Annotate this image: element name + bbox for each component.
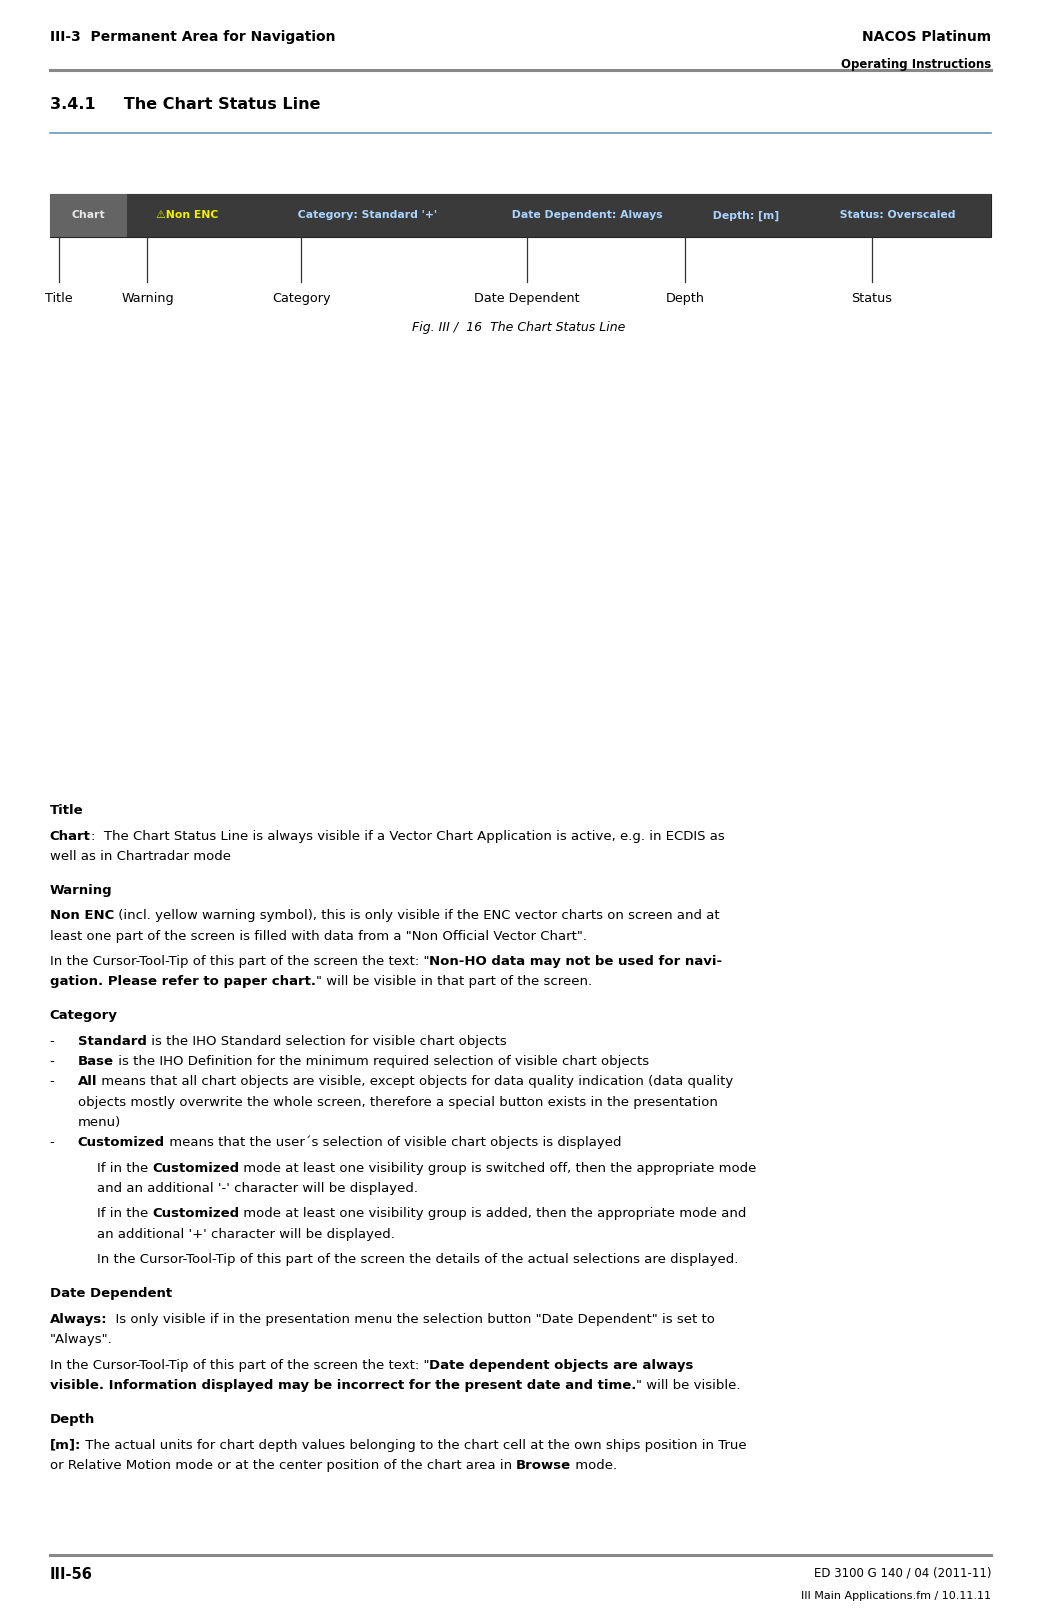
Text: is the IHO Standard selection for visible chart objects: is the IHO Standard selection for visibl… (146, 1035, 507, 1048)
Text: or Relative Motion mode or at the center position of the chart area in: or Relative Motion mode or at the center… (50, 1458, 516, 1471)
Text: well as in Chartradar mode: well as in Chartradar mode (50, 850, 230, 863)
Text: III Main Applications.fm / 10.11.11: III Main Applications.fm / 10.11.11 (801, 1591, 991, 1601)
Text: Date dependent objects are always: Date dependent objects are always (430, 1359, 693, 1372)
Text: [m]:: [m]: (50, 1439, 81, 1452)
Text: mode.: mode. (571, 1458, 618, 1471)
Text: Date Dependent: Date Dependent (50, 1288, 172, 1301)
Text: Is only visible if in the presentation menu the selection button "Date Dependent: Is only visible if in the presentation m… (108, 1312, 715, 1325)
Bar (247, 194, 483, 237)
Text: Operating Instructions: Operating Instructions (841, 57, 991, 71)
Text: Title: Title (50, 804, 83, 816)
Text: Category: Standard '+': Category: Standard '+' (294, 211, 437, 220)
Text: Base: Base (78, 1055, 114, 1068)
Text: is the IHO Definition for the minimum required selection of visible chart object: is the IHO Definition for the minimum re… (114, 1055, 649, 1068)
Text: Browse: Browse (516, 1458, 571, 1471)
Text: least one part of the screen is filled with data from a "Non Official Vector Cha: least one part of the screen is filled w… (50, 930, 586, 943)
Text: Category: Category (272, 292, 330, 305)
Text: In the Cursor-Tool-Tip of this part of the screen the text: ": In the Cursor-Tool-Tip of this part of t… (50, 956, 430, 969)
Text: (incl. yellow warning symbol), this is only visible if the ENC vector charts on : (incl. yellow warning symbol), this is o… (114, 909, 719, 922)
Text: and an additional '-' character will be displayed.: and an additional '-' character will be … (97, 1181, 417, 1194)
Text: Category: Category (50, 1009, 117, 1022)
Text: menu): menu) (78, 1116, 121, 1129)
Bar (127, 194, 247, 237)
Text: visible. Information displayed may be incorrect for the present date and time.: visible. Information displayed may be in… (50, 1379, 636, 1392)
Text: Non-HO data may not be used for navi-: Non-HO data may not be used for navi- (430, 956, 722, 969)
Text: Status: Status (851, 292, 893, 305)
Text: "Always".: "Always". (50, 1333, 112, 1346)
Text: Date Dependent: Date Dependent (474, 292, 580, 305)
Text: Depth: Depth (50, 1413, 95, 1426)
Text: Chart: Chart (72, 211, 105, 220)
Text: " will be visible.: " will be visible. (636, 1379, 741, 1392)
Text: -: - (50, 1035, 55, 1048)
Text: -: - (50, 1136, 55, 1149)
Text: Non ENC: Non ENC (50, 909, 114, 922)
Text: Warning: Warning (121, 292, 173, 305)
Text: :  The Chart Status Line is always visible if a Vector Chart Application is acti: : The Chart Status Line is always visibl… (90, 829, 725, 842)
Text: 3.4.1     The Chart Status Line: 3.4.1 The Chart Status Line (50, 97, 321, 112)
Text: Date Dependent: Always: Date Dependent: Always (509, 211, 663, 220)
Text: -: - (50, 1055, 55, 1068)
Bar (799, 194, 991, 237)
Text: Depth: [m]: Depth: [m] (709, 211, 778, 220)
Text: Standard: Standard (78, 1035, 146, 1048)
Bar (688, 194, 799, 237)
Text: If in the: If in the (97, 1162, 152, 1174)
Text: Fig. III /  16  The Chart Status Line: Fig. III / 16 The Chart Status Line (412, 321, 626, 334)
Text: Depth: Depth (665, 292, 705, 305)
Text: Title: Title (46, 292, 73, 305)
Text: In the Cursor-Tool-Tip of this part of the screen the text: ": In the Cursor-Tool-Tip of this part of t… (50, 1359, 430, 1372)
Text: Warning: Warning (50, 885, 112, 897)
Text: Customized: Customized (78, 1136, 165, 1149)
Text: Customized: Customized (152, 1162, 239, 1174)
Text: -: - (50, 1076, 55, 1089)
Text: ED 3100 G 140 / 04 (2011-11): ED 3100 G 140 / 04 (2011-11) (814, 1567, 991, 1580)
Text: ⚠Non ENC: ⚠Non ENC (156, 211, 218, 220)
Text: mode at least one visibility group is switched off, then the appropriate mode: mode at least one visibility group is sw… (239, 1162, 757, 1174)
Text: Always:: Always: (50, 1312, 108, 1325)
Text: The actual units for chart depth values belonging to the chart cell at the own s: The actual units for chart depth values … (81, 1439, 746, 1452)
Text: In the Cursor-Tool-Tip of this part of the screen the details of the actual sele: In the Cursor-Tool-Tip of this part of t… (97, 1254, 738, 1267)
Text: gation. Please refer to paper chart.: gation. Please refer to paper chart. (50, 975, 316, 988)
Text: an additional '+' character will be displayed.: an additional '+' character will be disp… (97, 1228, 394, 1241)
Text: Customized: Customized (152, 1207, 239, 1220)
Text: means that all chart objects are visible, except objects for data quality indica: means that all chart objects are visible… (98, 1076, 734, 1089)
Text: Chart: Chart (50, 829, 90, 842)
Text: means that the user´s selection of visible chart objects is displayed: means that the user´s selection of visib… (165, 1136, 622, 1149)
Bar (483, 194, 688, 237)
Text: objects mostly overwrite the whole screen, therefore a special button exists in : objects mostly overwrite the whole scree… (78, 1095, 717, 1108)
Text: III-3  Permanent Area for Navigation: III-3 Permanent Area for Navigation (50, 31, 335, 44)
Text: mode at least one visibility group is added, then the appropriate mode and: mode at least one visibility group is ad… (239, 1207, 746, 1220)
Text: Status: Overscaled: Status: Overscaled (836, 211, 955, 220)
Text: All: All (78, 1076, 98, 1089)
Text: NACOS Platinum: NACOS Platinum (863, 31, 991, 44)
Text: III-56: III-56 (50, 1567, 92, 1581)
Bar (50, 194, 127, 237)
Text: " will be visible in that part of the screen.: " will be visible in that part of the sc… (316, 975, 592, 988)
Text: If in the: If in the (97, 1207, 152, 1220)
Bar (50, 194, 991, 237)
